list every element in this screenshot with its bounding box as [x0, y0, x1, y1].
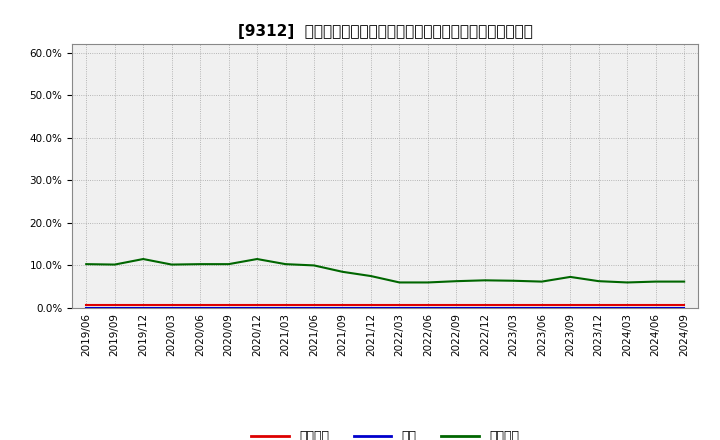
在庫 [167, 305, 176, 310]
Title: [9312]  売上債権、在庫、買入債務の総資産に対する比率の推移: [9312] 売上債権、在庫、買入債務の総資産に対する比率の推移 [238, 24, 533, 39]
買入債務 [139, 257, 148, 262]
在庫 [225, 305, 233, 310]
売上債権 [595, 302, 603, 307]
買入債務 [623, 280, 631, 285]
買入債務 [652, 279, 660, 284]
売上債権 [423, 302, 432, 307]
在庫 [310, 305, 318, 310]
買入債務 [366, 273, 375, 279]
買入債務 [196, 261, 204, 267]
買入債務 [566, 274, 575, 279]
在庫 [253, 305, 261, 310]
売上債権 [338, 302, 347, 307]
買入債務 [395, 280, 404, 285]
在庫 [480, 305, 489, 310]
買入債務 [253, 257, 261, 262]
売上債権 [82, 302, 91, 307]
売上債権 [225, 302, 233, 307]
売上債権 [167, 302, 176, 307]
買入債務 [537, 279, 546, 284]
在庫 [196, 305, 204, 310]
買入債務 [310, 263, 318, 268]
在庫 [139, 305, 148, 310]
買入債務 [595, 279, 603, 284]
売上債権 [310, 302, 318, 307]
買入債務 [282, 261, 290, 267]
売上債権 [253, 302, 261, 307]
在庫 [595, 305, 603, 310]
在庫 [566, 305, 575, 310]
売上債権 [139, 302, 148, 307]
在庫 [423, 305, 432, 310]
買入債務 [423, 280, 432, 285]
在庫 [452, 305, 461, 310]
在庫 [395, 305, 404, 310]
買入債務 [167, 262, 176, 267]
在庫 [110, 305, 119, 310]
買入債務 [452, 279, 461, 284]
Legend: 売上債権, 在庫, 買入債務: 売上債権, 在庫, 買入債務 [246, 425, 524, 440]
売上債権 [537, 302, 546, 307]
売上債権 [395, 302, 404, 307]
在庫 [652, 305, 660, 310]
売上債権 [652, 302, 660, 307]
在庫 [338, 305, 347, 310]
在庫 [623, 305, 631, 310]
売上債権 [480, 302, 489, 307]
在庫 [509, 305, 518, 310]
在庫 [366, 305, 375, 310]
売上債権 [196, 302, 204, 307]
売上債権 [623, 302, 631, 307]
売上債権 [282, 302, 290, 307]
買入債務 [480, 278, 489, 283]
買入債務 [509, 278, 518, 283]
在庫 [680, 305, 688, 310]
買入債務 [82, 261, 91, 267]
売上債権 [509, 302, 518, 307]
買入債務 [225, 261, 233, 267]
売上債権 [452, 302, 461, 307]
売上債権 [680, 302, 688, 307]
在庫 [282, 305, 290, 310]
Line: 買入債務: 買入債務 [86, 259, 684, 282]
在庫 [537, 305, 546, 310]
売上債権 [566, 302, 575, 307]
在庫 [82, 305, 91, 310]
売上債権 [110, 302, 119, 307]
買入債務 [680, 279, 688, 284]
買入債務 [338, 269, 347, 275]
売上債権 [366, 302, 375, 307]
買入債務 [110, 262, 119, 267]
